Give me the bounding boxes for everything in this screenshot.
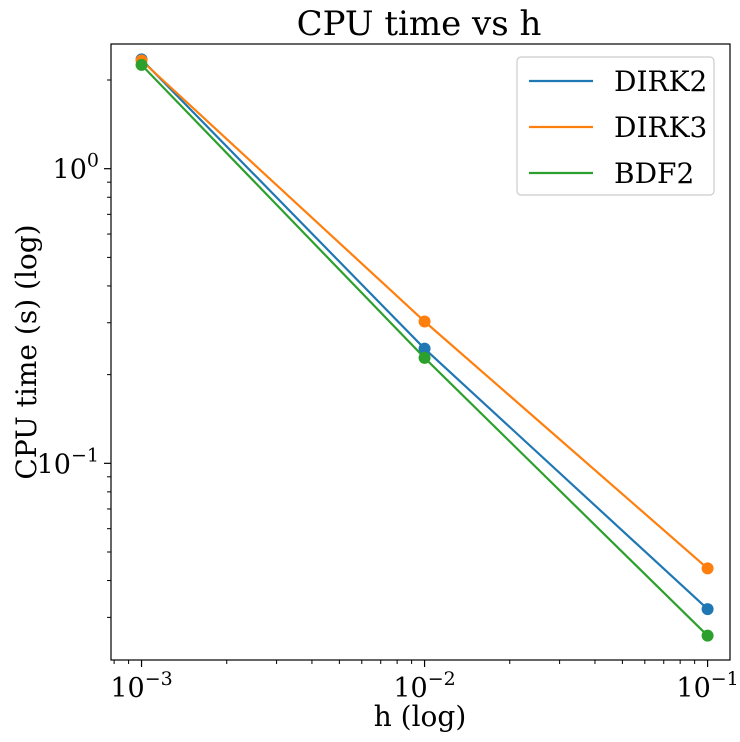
x-tick-label: 10−1 bbox=[676, 668, 738, 704]
legend: DIRK2 DIRK3 BDF2 bbox=[516, 56, 715, 196]
data-point-bdf2 bbox=[701, 629, 714, 642]
x-tick-label: 10−2 bbox=[393, 668, 455, 704]
y-tick-label: 10−1 bbox=[37, 444, 99, 480]
legend-label-dirk3: DIRK3 bbox=[614, 111, 707, 144]
data-point-dirk3 bbox=[701, 562, 714, 575]
x-axis-label: h (log) bbox=[374, 700, 467, 733]
legend-label-dirk2: DIRK2 bbox=[614, 65, 707, 98]
x-major-ticks: 10−3 10−2 10−1 bbox=[110, 660, 739, 704]
series-layer bbox=[135, 53, 714, 642]
data-point-bdf2 bbox=[418, 351, 431, 364]
legend-label-bdf2: BDF2 bbox=[614, 157, 694, 190]
data-point-bdf2 bbox=[135, 58, 148, 71]
minor-ticks bbox=[107, 79, 696, 664]
y-axis-label: CPU time (s) (log) bbox=[10, 224, 43, 479]
legend-box bbox=[516, 56, 715, 196]
plot-area-frame bbox=[110, 43, 731, 661]
data-point-dirk3 bbox=[418, 315, 431, 328]
y-tick-label: 100 bbox=[53, 150, 99, 186]
data-point-dirk2 bbox=[701, 603, 714, 616]
chart-title: CPU time vs h bbox=[297, 4, 542, 44]
data-point-dirk2 bbox=[418, 342, 431, 355]
y-major-ticks: 100 10−1 bbox=[37, 150, 111, 480]
x-tick-label: 10−3 bbox=[110, 668, 172, 704]
